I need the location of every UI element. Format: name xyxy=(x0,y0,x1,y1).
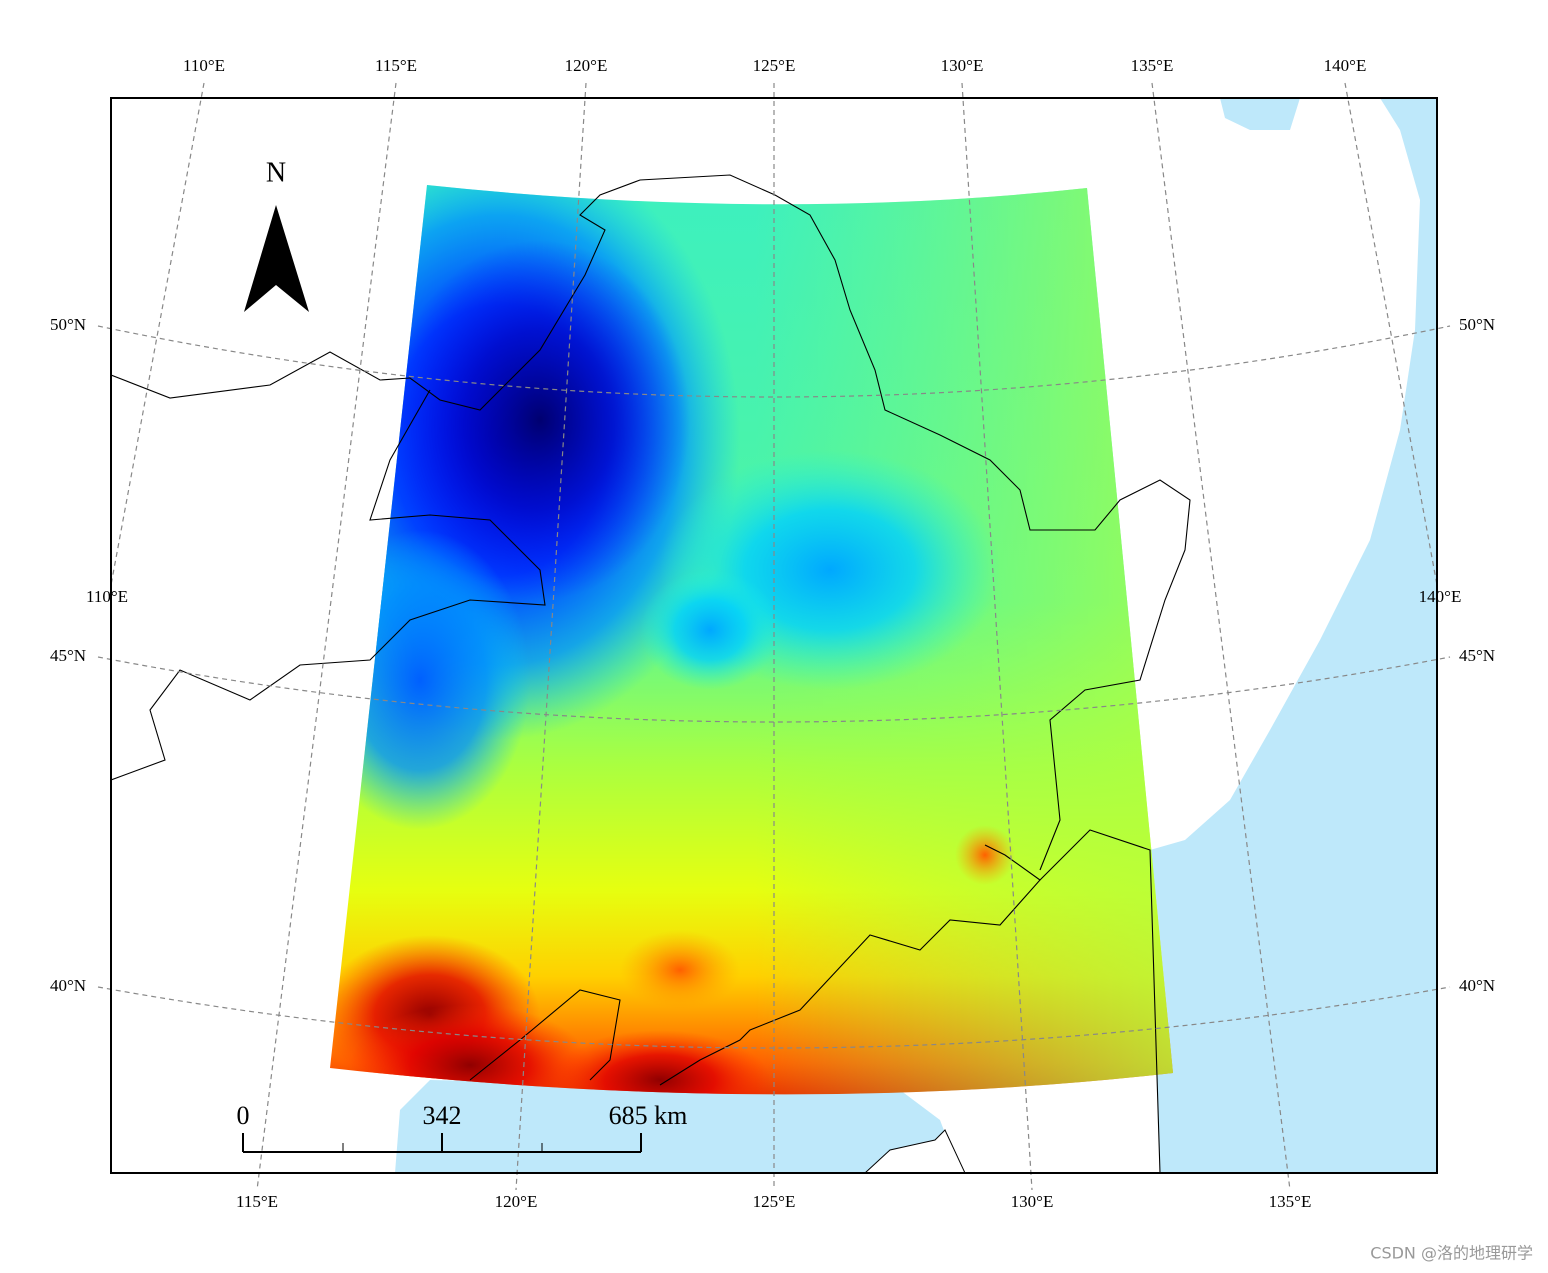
scale-label: 342 xyxy=(423,1101,462,1130)
coast xyxy=(1039,829,1161,1173)
graticule-label: 140°E xyxy=(1324,56,1367,75)
sea xyxy=(395,1080,960,1173)
meridian xyxy=(515,82,587,1191)
parallel xyxy=(97,656,1451,723)
frame xyxy=(110,97,1438,1174)
graticule-label: 50°N xyxy=(1459,315,1495,334)
scale-label: 685 km xyxy=(609,1101,688,1130)
sea xyxy=(1150,98,1437,1173)
borders xyxy=(111,174,1191,1173)
graticule-label: 115°E xyxy=(236,1192,278,1211)
scale-bar: 0 342 685 km xyxy=(237,1101,688,1153)
coast xyxy=(469,989,621,1081)
graticule-label: 45°N xyxy=(50,646,86,665)
graticule-label: 135°E xyxy=(1131,56,1174,75)
parallel xyxy=(97,986,1451,1049)
border xyxy=(111,389,546,781)
scale-label: 0 xyxy=(237,1101,250,1130)
meridian xyxy=(256,82,397,1191)
meridian xyxy=(1151,82,1291,1191)
graticule-label: 40°N xyxy=(1459,976,1495,995)
border xyxy=(659,844,1041,1086)
graticule-label: 125°E xyxy=(753,1192,796,1211)
north-arrow xyxy=(244,205,309,312)
graticule-label: 40°N xyxy=(50,976,86,995)
meridian xyxy=(961,82,1033,1191)
raster xyxy=(330,185,1173,1095)
graticule-label: 130°E xyxy=(1011,1192,1054,1211)
graticule-label: 130°E xyxy=(941,56,984,75)
border xyxy=(111,174,1191,871)
sea xyxy=(1220,98,1300,130)
land xyxy=(864,1129,966,1173)
graticule-label: 50°N xyxy=(50,315,86,334)
meridian xyxy=(1344,82,1438,586)
watermark: CSDN @洛的地理研学 xyxy=(1370,1244,1533,1263)
graticule-label: 120°E xyxy=(495,1192,538,1211)
graticule-label: 125°E xyxy=(753,56,796,75)
graticule-label: 110°E xyxy=(86,587,128,606)
graticule-label: 120°E xyxy=(565,56,608,75)
graticule-label: 135°E xyxy=(1269,1192,1312,1211)
graticule-label: 110°E xyxy=(183,56,225,75)
graticule-label: 45°N xyxy=(1459,646,1495,665)
north-label: N xyxy=(266,157,286,188)
graticule xyxy=(97,82,1451,1191)
meridian xyxy=(110,82,205,586)
basemap xyxy=(395,98,1437,1173)
graticule-label: 140°E xyxy=(1419,587,1462,606)
graticule-label: 115°E xyxy=(375,56,417,75)
